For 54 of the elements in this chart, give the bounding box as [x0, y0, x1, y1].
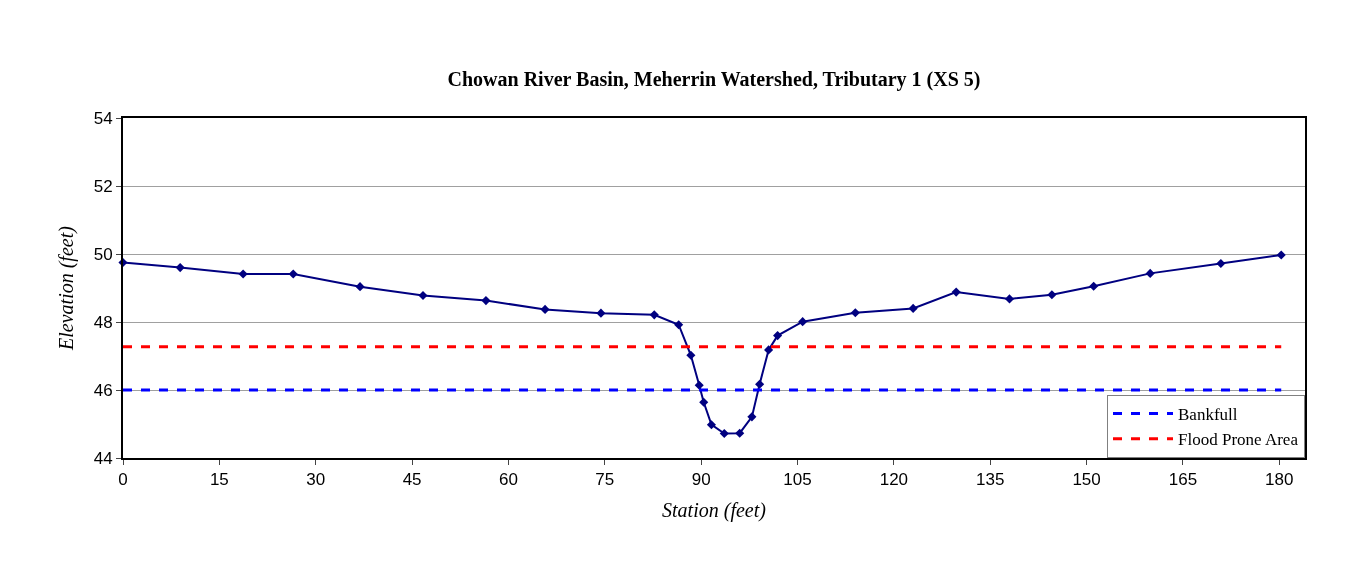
point — [175, 263, 185, 273]
point — [355, 282, 365, 292]
point — [735, 428, 745, 438]
legend-label: Bankfull — [1178, 405, 1238, 425]
point — [674, 320, 684, 330]
point — [773, 331, 783, 341]
x-tick-label: 0 — [118, 470, 128, 490]
point — [238, 269, 248, 279]
point — [1089, 281, 1099, 291]
point — [540, 304, 550, 314]
point — [908, 303, 918, 313]
x-tick-label: 60 — [498, 470, 518, 490]
point — [764, 345, 774, 355]
y-tick-label: 50 — [93, 244, 113, 264]
y-axis-title: Elevation (feet) — [54, 225, 78, 351]
x-tick-label: 135 — [976, 470, 1005, 490]
x-tick-label: 45 — [402, 470, 422, 490]
point — [596, 308, 606, 318]
x-tick-label: 90 — [691, 470, 711, 490]
point — [755, 379, 765, 389]
x-tick-label: 105 — [783, 470, 812, 490]
x-tick-label: 150 — [1072, 470, 1101, 490]
point — [1145, 268, 1155, 278]
point — [706, 420, 716, 430]
point — [686, 350, 696, 360]
point — [1004, 294, 1015, 304]
x-tick-label: 180 — [1265, 470, 1294, 490]
point — [288, 269, 298, 279]
x-tick-label: 75 — [595, 470, 615, 490]
x-tick-label: 165 — [1168, 470, 1198, 490]
point — [694, 380, 704, 390]
point — [719, 428, 729, 439]
y-tick-label: 54 — [93, 108, 113, 128]
point — [481, 296, 491, 306]
point — [1047, 290, 1057, 300]
x-tick-label: 120 — [879, 470, 909, 490]
point — [1276, 250, 1286, 260]
x-tick-label: 30 — [306, 470, 326, 490]
point — [699, 397, 709, 407]
x-tick-label: 15 — [209, 470, 229, 490]
y-tick-label: 48 — [93, 312, 113, 332]
x-axis-title: Station (feet) — [662, 499, 767, 523]
point — [747, 412, 757, 422]
point — [418, 290, 428, 301]
point — [850, 308, 860, 318]
point — [951, 287, 961, 297]
y-tick-label: 46 — [93, 380, 113, 400]
point — [1216, 258, 1226, 269]
y-tick-label: 52 — [93, 176, 113, 196]
y-tick-label: 44 — [93, 448, 113, 468]
point — [649, 310, 659, 320]
legend-label: Flood Prone Area — [1178, 430, 1299, 450]
point — [798, 317, 808, 327]
chart-title: Chowan River Basin, Meherrin Watershed, Tributary 1 (XS 5) — [447, 67, 981, 91]
